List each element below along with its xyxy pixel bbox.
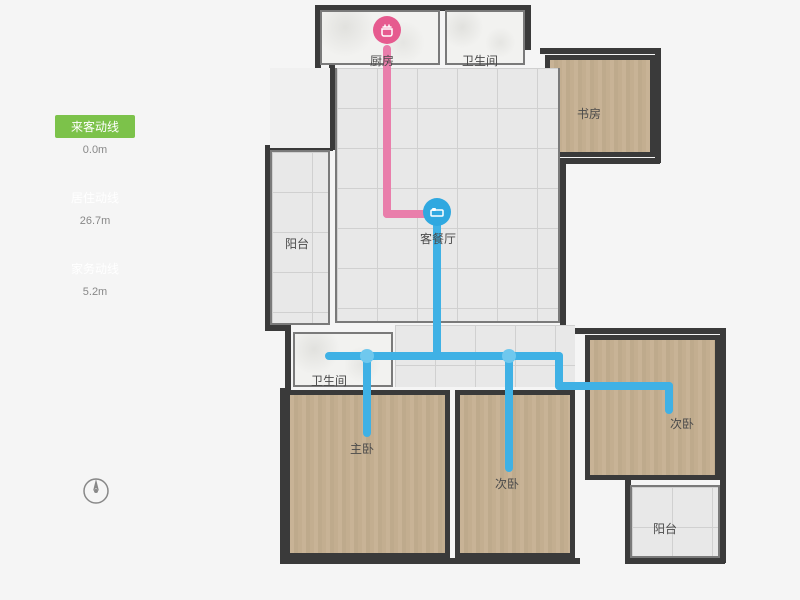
legend-label-guest: 来客动线 — [55, 115, 135, 138]
outer-wall — [655, 48, 661, 163]
kitchen-icon — [373, 16, 401, 44]
legend-label-living: 居住动线 — [55, 186, 135, 209]
path-node — [502, 349, 516, 363]
room-second-bedroom-right — [585, 335, 720, 480]
outer-wall — [560, 328, 725, 334]
living-path — [665, 382, 673, 414]
living-path — [433, 218, 441, 358]
legend-item-guest: 来客动线 0.0m — [55, 115, 135, 156]
filler-strip — [270, 68, 330, 148]
outer-wall — [560, 158, 660, 164]
legend-item-chore: 家务动线 5.2m — [55, 257, 135, 298]
compass-icon — [80, 475, 112, 507]
outer-wall — [625, 558, 725, 564]
outer-wall — [560, 158, 566, 333]
legend-label-chore: 家务动线 — [55, 257, 135, 280]
living-path — [505, 352, 513, 472]
outer-wall — [265, 325, 291, 331]
floorplan: 厨房 卫生间 书房 阳台 客餐厅 卫生间 主卧 次卧 次卧 阳台 — [255, 0, 755, 600]
legend-value-living: 26.7m — [55, 215, 135, 227]
living-icon — [423, 198, 451, 226]
living-path — [363, 352, 371, 437]
legend-value-guest: 0.0m — [55, 144, 135, 156]
outer-wall — [285, 325, 291, 393]
chore-path-v — [383, 45, 391, 218]
outer-wall — [280, 558, 580, 564]
outer-wall — [525, 5, 531, 50]
room-bathroom-top — [445, 10, 525, 65]
room-balcony-bottomright — [630, 485, 720, 558]
outer-wall — [540, 48, 660, 54]
room-living-dining — [335, 68, 560, 323]
room-study — [545, 55, 655, 157]
path-node — [360, 349, 374, 363]
room-second-bedroom-mid — [455, 390, 575, 558]
legend-value-chore: 5.2m — [55, 286, 135, 298]
outer-wall — [720, 328, 726, 563]
living-path — [555, 382, 673, 390]
legend-item-living: 居住动线 26.7m — [55, 186, 135, 227]
room-balcony-left — [270, 150, 330, 325]
legend-panel: 来客动线 0.0m 居住动线 26.7m 家务动线 5.2m — [55, 115, 135, 328]
